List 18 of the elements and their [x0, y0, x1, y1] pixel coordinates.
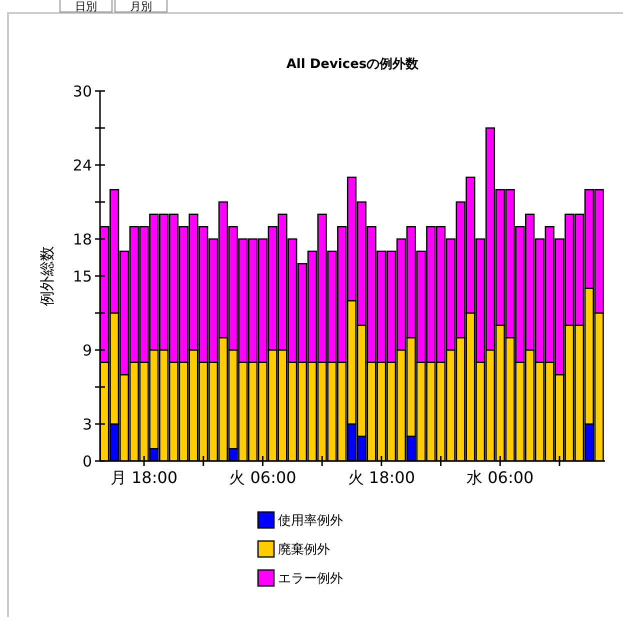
y-tick-label: 18 — [72, 230, 92, 248]
x-tick-label: 水 06:00 — [466, 468, 534, 487]
x-tick-label: 火 06:00 — [229, 468, 296, 487]
legend-label: 廃棄例外 — [278, 542, 330, 558]
y-tick-label: 15 — [72, 267, 92, 286]
legend-label: 使用率例外 — [278, 512, 343, 529]
tab: 日別 — [60, 0, 112, 13]
legend-label: エラー例外 — [278, 572, 343, 587]
y-tick-label: 9 — [82, 341, 92, 360]
y-tick-label: 30 — [72, 82, 92, 100]
y-axis-title: 例外総数 — [38, 246, 56, 306]
y-tick-label: 24 — [72, 156, 92, 174]
x-tick-label: 月 18:00 — [110, 468, 178, 487]
chart-title: All Devicesの例外数 — [286, 57, 420, 72]
x-tick-label: 火 18:00 — [348, 468, 416, 487]
y-tick-label: 0 — [82, 452, 92, 470]
y-tick-label: 3 — [82, 415, 92, 434]
tab: 月別 — [114, 0, 168, 13]
